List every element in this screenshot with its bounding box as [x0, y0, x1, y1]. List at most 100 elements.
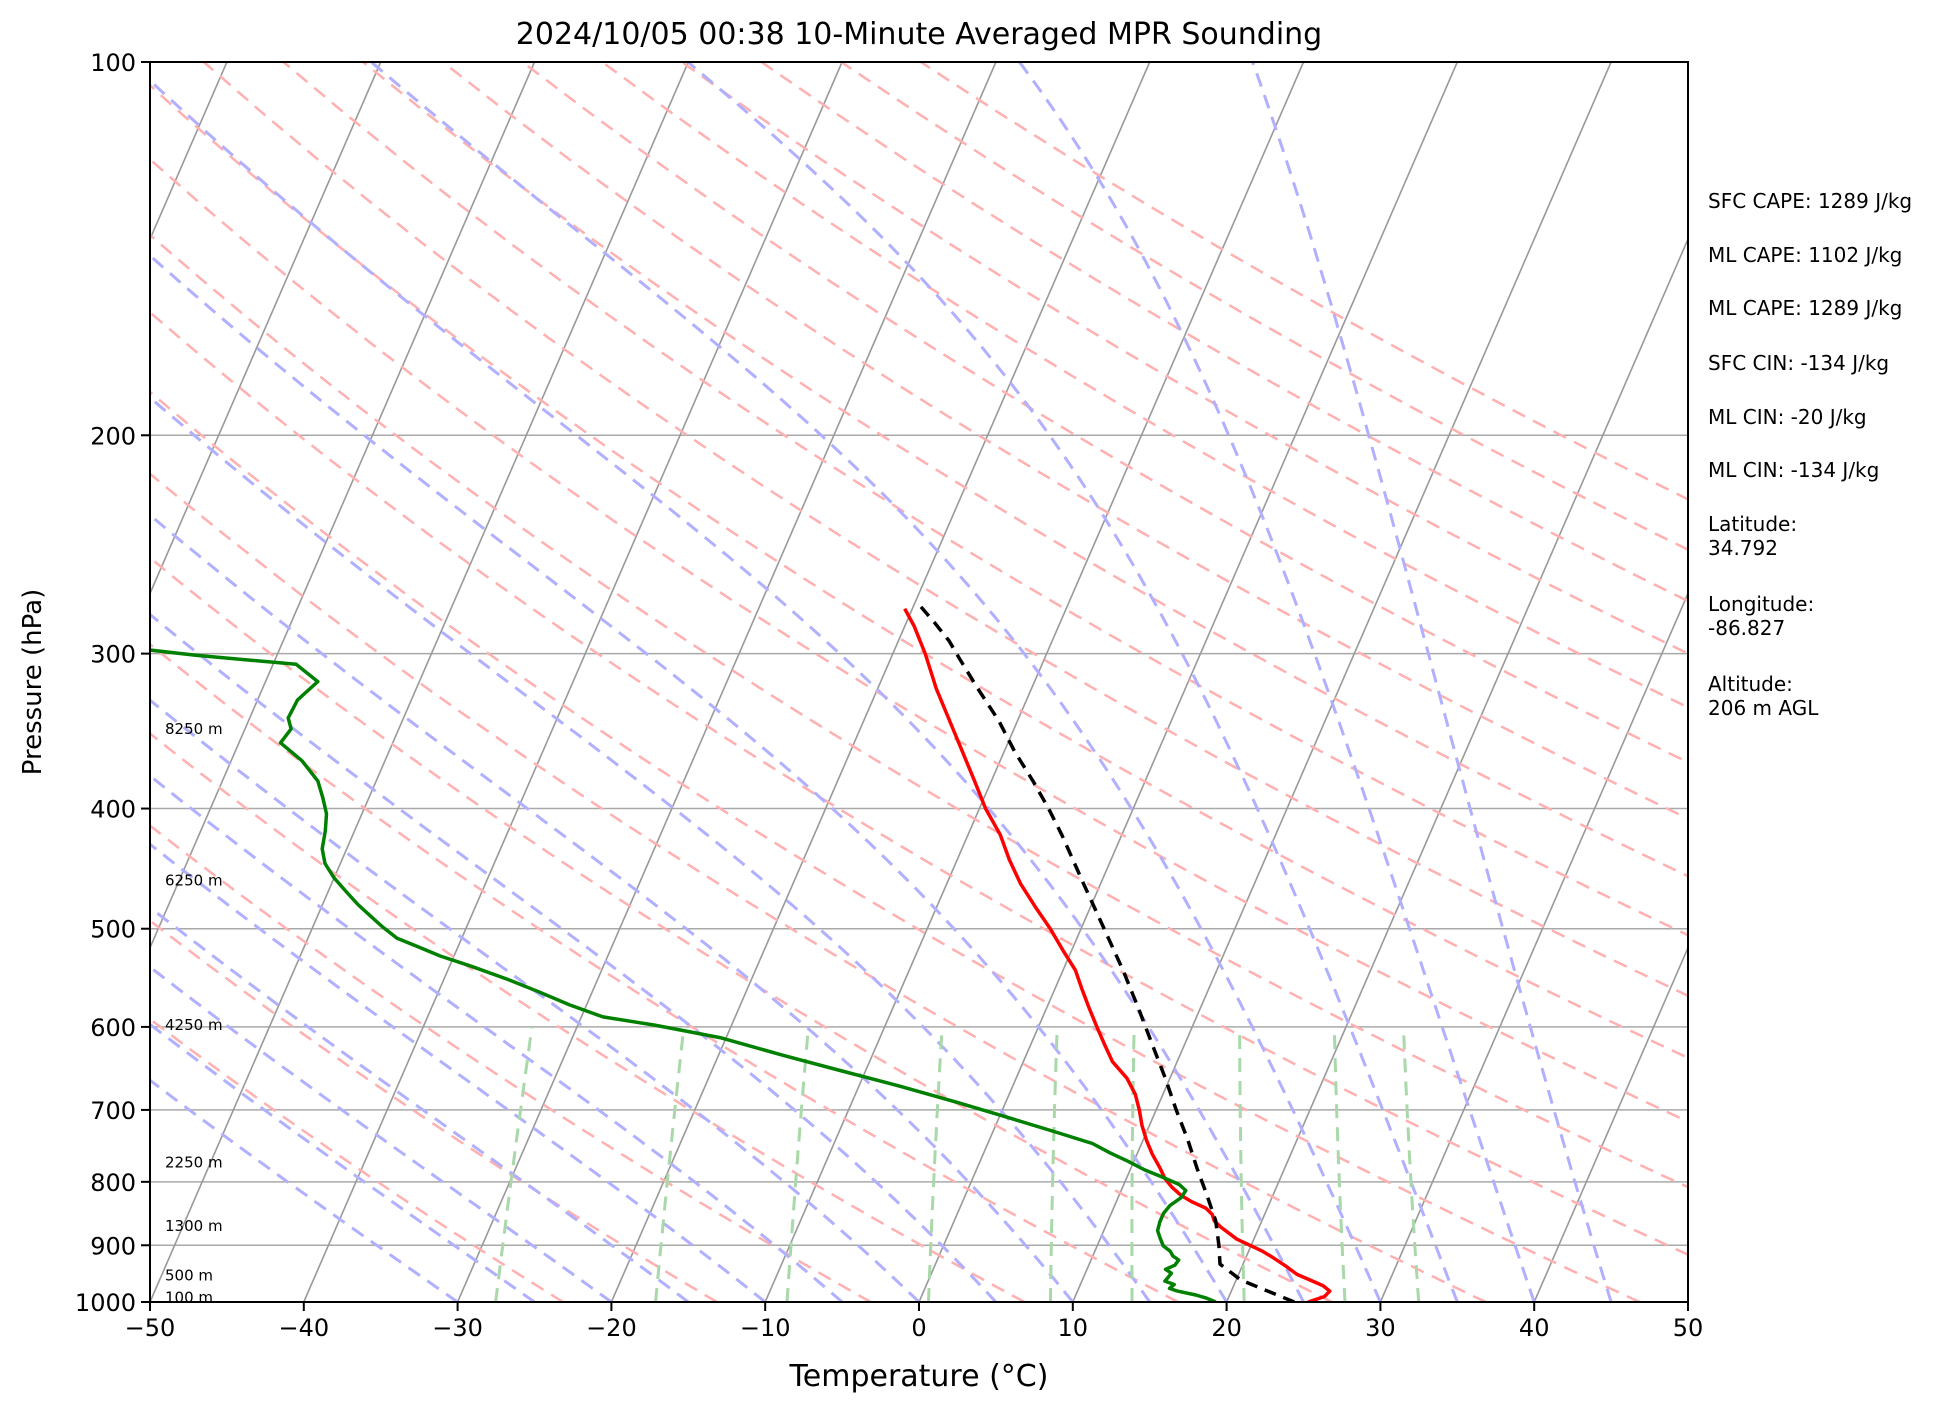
- y-tick-label: 600: [90, 1014, 136, 1042]
- y-tick-label: 800: [90, 1169, 136, 1197]
- x-tick-label: 30: [1365, 1314, 1396, 1342]
- dry-adiabat-line: [681, 62, 1688, 655]
- parcel-profile-line: [919, 605, 1295, 1302]
- isotherm-line: [918, 62, 1459, 1302]
- moist-adiabat-line: [150, 78, 1305, 1302]
- moist-adiabat-line: [370, 62, 1382, 1302]
- x-tick-label: −10: [740, 1314, 791, 1342]
- dry-adiabat-line: [150, 157, 1688, 1124]
- series-group: [150, 605, 1332, 1302]
- mixing-ratio-line: [494, 1026, 534, 1302]
- height-label: 2250 m: [165, 1154, 223, 1172]
- moist-adiabat-line: [150, 965, 613, 1302]
- dry-adiabat-line: [442, 62, 1688, 820]
- isotherm-line: [303, 62, 843, 1302]
- moist-adiabat-line: [150, 905, 690, 1302]
- moist-adiabat-line: [150, 698, 921, 1302]
- dewpoint-profile-line: [150, 648, 1217, 1302]
- dry-adiabat-line: [150, 556, 1333, 1302]
- y-tick-label: 700: [90, 1097, 136, 1125]
- mixing-ratio-line: [1049, 1026, 1059, 1302]
- moist-adiabat-line: [150, 612, 998, 1302]
- y-axis-label: Pressure (hPa): [18, 589, 48, 776]
- moist-adiabat-line: [1251, 62, 1613, 1302]
- x-tick-label: 10: [1058, 1314, 1089, 1342]
- height-label: 1300 m: [165, 1217, 223, 1235]
- latitude-text: Latitude: 34.792: [1708, 512, 1798, 560]
- x-axis-label: Temperature (°C): [789, 1359, 1049, 1394]
- x-tick-label: −40: [278, 1314, 329, 1342]
- ml-cin-text: ML CIN: -20 J/kg: [1708, 405, 1867, 429]
- y-tick-label: 400: [90, 796, 136, 824]
- sfc-cin-text: SFC CIN: -134 J/kg: [1708, 351, 1890, 375]
- ml-cin-2-text: ML CIN: -134 J/kg: [1708, 458, 1880, 482]
- dry-adiabat-line: [150, 1017, 564, 1302]
- x-tick-label: −20: [586, 1314, 637, 1342]
- x-tick-label: 50: [1673, 1314, 1704, 1342]
- horizontal-gridlines: [150, 434, 1688, 1247]
- isotherm-line: [456, 62, 997, 1302]
- altitude-text: Altitude: 206 m AGL: [1708, 672, 1819, 720]
- isotherm-line: [150, 62, 536, 950]
- isotherm-line: [1072, 62, 1612, 1302]
- y-axis-ticks: 100 200 300 400 500 600 700 800 900 1000: [75, 49, 150, 1317]
- ml-cape-2-text: ML CAPE: 1289 J/kg: [1708, 296, 1903, 320]
- isotherm-line: [764, 62, 1305, 1302]
- y-tick-label: 900: [90, 1232, 136, 1260]
- y-tick-label: 200: [90, 422, 136, 450]
- moist-adiabat-line: [150, 395, 1151, 1302]
- temperature-profile-line: [903, 607, 1332, 1302]
- isotherm-line: [1533, 945, 1688, 1302]
- isotherm-line: [150, 62, 382, 596]
- dry-adiabat-line: [150, 83, 1688, 1060]
- dry-adiabat-line: [150, 642, 1179, 1302]
- dry-adiabat-line: [150, 919, 718, 1302]
- dry-adiabat-line: [521, 62, 1688, 764]
- dry-adiabat-line: [202, 62, 1688, 998]
- y-tick-label: 1000: [75, 1289, 136, 1317]
- height-label: 100 m: [165, 1289, 213, 1307]
- moist-adiabat-line: [150, 842, 767, 1302]
- isotherm-line: [150, 62, 690, 1302]
- y-tick-label: 500: [90, 916, 136, 944]
- mixing-ratio-line: [1332, 1026, 1347, 1302]
- moist-adiabat-line: [150, 253, 1228, 1302]
- mixing-ratio-line: [785, 1026, 810, 1302]
- x-tick-label: −30: [432, 1314, 483, 1342]
- moist-adiabat-line: [1018, 62, 1536, 1302]
- height-label: 6250 m: [165, 871, 223, 889]
- sfc-cape-text: SFC CAPE: 1289 J/kg: [1708, 189, 1913, 213]
- x-tick-label: 40: [1519, 1314, 1550, 1342]
- height-label: 8250 m: [165, 720, 223, 738]
- height-labels: 8250 m 6250 m 4250 m 2250 m 1300 m 500 m 100 m: [165, 720, 223, 1307]
- dry-adiabat-line: [760, 62, 1688, 603]
- isotherm-line: [610, 62, 1151, 1302]
- moist-adiabat-line: [687, 62, 1459, 1302]
- mixing-ratio-line: [1130, 1026, 1136, 1302]
- mixing-ratio-line: [654, 1026, 686, 1302]
- x-axis-ticks: −50 −40 −30 −20 −10 0 10 20 30 40 50: [125, 1302, 1704, 1342]
- dry-adiabat-line: [150, 824, 872, 1302]
- moist-adiabat-line: [150, 773, 844, 1302]
- dry-adiabat-line: [601, 62, 1688, 709]
- longitude-text: Longitude: -86.827: [1708, 592, 1815, 640]
- x-tick-label: 0: [911, 1314, 926, 1342]
- moist-adiabat-line: [150, 513, 1074, 1302]
- dry-adiabat-line: [150, 310, 1688, 1257]
- y-tick-label: 100: [90, 49, 136, 77]
- chart-title: 2024/10/05 00:38 10-Minute Averaged MPR …: [516, 17, 1322, 52]
- isotherm-line: [1379, 591, 1688, 1302]
- height-label: 4250 m: [165, 1016, 223, 1034]
- x-tick-label: 20: [1211, 1314, 1242, 1342]
- dry-adiabat-line: [150, 731, 1025, 1302]
- y-tick-label: 300: [90, 641, 136, 669]
- height-label: 500 m: [165, 1267, 213, 1285]
- background-lines: [150, 62, 1688, 1302]
- dry-adiabat-line: [362, 62, 1688, 878]
- dry-adiabat-line: [150, 233, 1688, 1189]
- isotherm-line: [1225, 237, 1688, 1302]
- ml-cape-text: ML CAPE: 1102 J/kg: [1708, 243, 1903, 267]
- mixing-ratio-line: [926, 1026, 944, 1302]
